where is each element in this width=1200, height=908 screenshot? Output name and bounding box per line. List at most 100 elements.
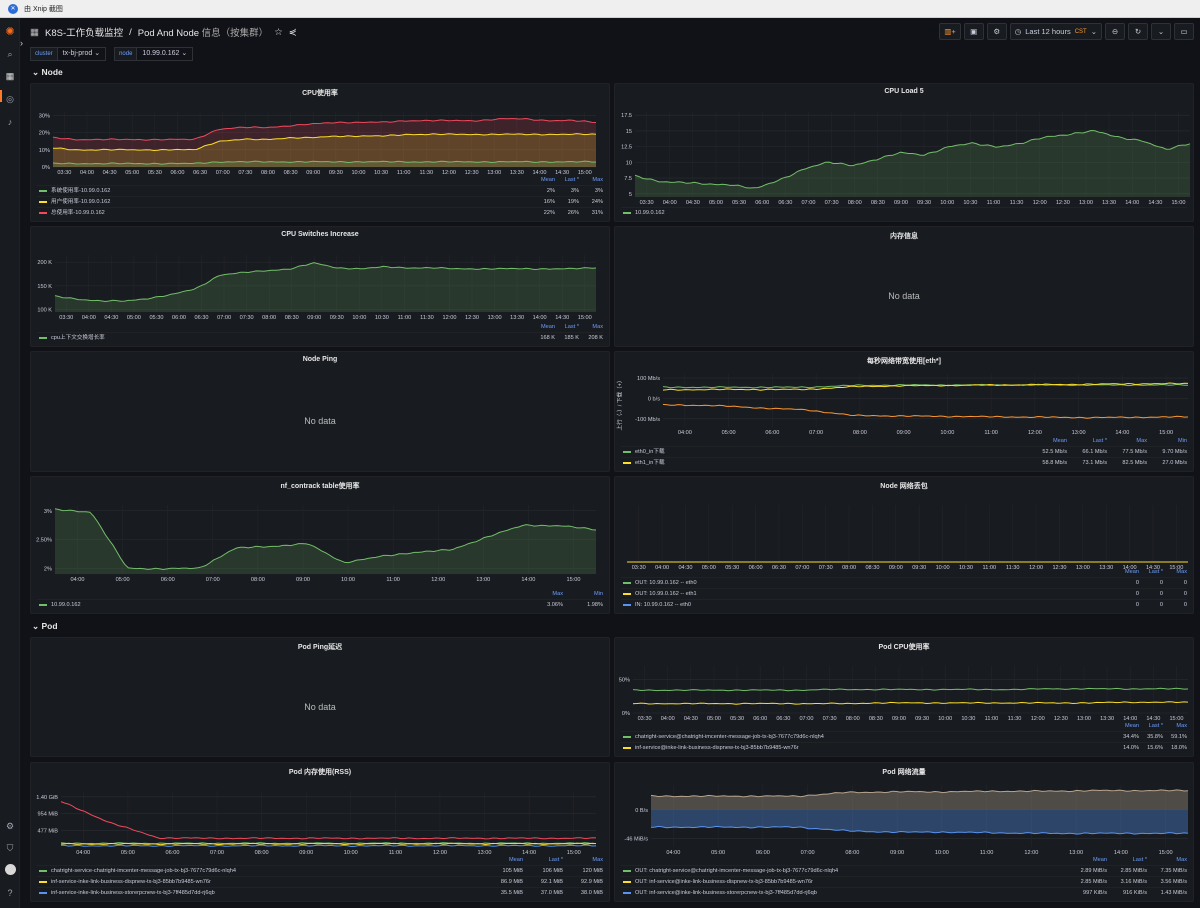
legend-column-header[interactable]: Mean [509, 857, 523, 863]
legend-column-header[interactable]: Max [592, 857, 603, 863]
chart-net-drop[interactable]: 03:30 04:00 04:30 05:00 05:30 06:00 06:30 07:00… [615, 477, 1193, 613]
legend-column-header[interactable]: Mean [1125, 569, 1139, 575]
refresh-icon[interactable]: ↻ [1128, 23, 1148, 40]
panel-network-drop[interactable]: Node 网络丢包 03:30 04:00 04:30 05:00 05:30 06:00… [614, 476, 1194, 614]
legend-series-name[interactable]: 10.99.0.162 [51, 601, 81, 608]
save-icon[interactable]: ▣ [963, 23, 984, 40]
sidebar-expand-chevron-icon[interactable]: › [20, 38, 23, 48]
panel-title[interactable]: Node Ping [302, 356, 338, 363]
tv-mode-icon[interactable]: ▭ [1174, 23, 1194, 40]
legend-series-name[interactable]: chatright-service-chatright-imcenter-mes… [51, 867, 236, 874]
series-line[interactable] [54, 508, 597, 571]
legend-row[interactable]: OUT: inf-service@inke-link-business-disp… [621, 876, 1187, 887]
legend-column-header[interactable]: Last * [548, 857, 563, 863]
legend-row[interactable]: cpu上下文交换增长率 168 K 185 K 208 K [37, 332, 603, 343]
series-line[interactable] [650, 825, 1189, 835]
legend-column-header[interactable]: Last * [564, 177, 579, 183]
series-line[interactable] [634, 129, 1191, 189]
row-node[interactable]: ⌄ Node [32, 67, 63, 77]
legend-row[interactable]: OUT: 10.99.0.162 -- eth0 0 0 0 [621, 577, 1187, 588]
legend-row[interactable]: 10.99.0.162 [621, 207, 1187, 218]
legend-column-header[interactable]: Last * [1148, 723, 1163, 729]
legend-column-header[interactable]: Last * [1132, 857, 1147, 863]
legend-row[interactable]: inf-service-inke-link-business-storerpcn… [37, 887, 603, 898]
legend-column-header[interactable]: Max [552, 591, 563, 597]
series-line[interactable] [60, 844, 597, 848]
row-pod[interactable]: ⌄ Pod [32, 621, 58, 631]
panel-cpu-usage[interactable]: CPU使用率 0% 10% 20% 30% 03:30 04:00 04:30 05:00 05… [30, 83, 610, 222]
legend-series-name[interactable]: chatright-service@chatright-imcenter-mes… [635, 733, 824, 740]
chart-pod-mem[interactable]: 477 MiB 954 MiB 1.40 GiB 04:00 05:00 06:00 07:… [31, 763, 609, 901]
panel-title[interactable]: Pod 内存使用(RSS) [288, 769, 352, 776]
legend-column-header[interactable]: Max [1176, 569, 1187, 575]
legend-series-name[interactable]: 10.99.0.162 [635, 209, 665, 216]
legend-column-header[interactable]: Max [592, 177, 603, 183]
legend-column-header[interactable]: Last * [1148, 569, 1163, 575]
series-line[interactable] [632, 701, 1189, 705]
panel-cpu-switches[interactable]: CPU Switches Increase 100 K 150 K 200 K 03:… [30, 226, 610, 347]
legend-series-name[interactable]: OUT: inf-service@inke-link-business-stor… [635, 889, 817, 896]
legend-series-name[interactable]: inf-service@inke-link-business-dispnew-t… [635, 744, 799, 751]
series-line[interactable] [650, 789, 1189, 798]
legend-row[interactable]: IN: 10.99.0.162 -- eth0 0 0 0 [621, 599, 1187, 610]
legend-series-name[interactable]: OUT: inf-service@inke-link-business-disp… [635, 878, 813, 885]
panel-title[interactable]: Pod 网络流量 [882, 769, 926, 776]
legend-row[interactable]: OUT: chatright-service@chatright-imcente… [621, 865, 1187, 876]
series-line[interactable] [52, 117, 597, 141]
legend-column-header[interactable]: Min [593, 591, 603, 597]
folder-title[interactable]: K8S-工作负载监控 [44, 28, 124, 39]
legend-series-name[interactable]: inf-service-inke-link-business-dispnew-t… [51, 878, 211, 885]
panel-title[interactable]: CPU Load 5 [884, 88, 924, 95]
panel-title[interactable]: Pod Ping延迟 [297, 644, 343, 651]
legend-row[interactable]: 10.99.0.162 3.06% 1.98% [37, 599, 603, 610]
chart-net-bw[interactable]: -100 Mb/s 0 b/s 100 Mb/s 04:00 05:00 06:00 07:… [615, 352, 1193, 471]
legend-series-name[interactable]: 总使用率-10.99.0.162 [51, 209, 105, 216]
panel-title[interactable]: Pod CPU使用率 [878, 644, 930, 651]
legend-column-header[interactable]: Mean [541, 177, 555, 183]
refresh-interval-chevron-icon[interactable]: ⌄ [1151, 23, 1171, 40]
legend-column-header[interactable]: Mean [1125, 723, 1139, 729]
chart-cpu-switches[interactable]: 100 K 150 K 200 K 03:30 04:00 04:30 05:00 05:30… [31, 227, 609, 346]
gear-icon[interactable]: ⚙ [5, 821, 15, 831]
star-icon[interactable]: ☆ [274, 26, 283, 38]
share-icon[interactable]: ⋞ [288, 26, 297, 38]
legend-column-header[interactable]: Last * [1092, 438, 1107, 444]
legend-column-header[interactable]: Mean [541, 324, 555, 330]
chart-conntrack[interactable]: 2% 2.50% 3% 04:00 05:00 06:00 07:00 08:00 09:00 1… [31, 477, 609, 613]
legend-row[interactable]: chatright-service@chatright-imcenter-mes… [621, 731, 1187, 742]
legend-column-header[interactable]: Max [1136, 438, 1147, 444]
shield-icon[interactable]: ⛉ [6, 843, 14, 853]
panel-pod-network[interactable]: Pod 网络流量 -46 MiB/s 0 B/s 04:00 05:00 06:00 07… [614, 762, 1194, 902]
series-line[interactable] [632, 687, 1189, 692]
series-line[interactable] [662, 382, 1189, 391]
legend-row[interactable]: eth1_in下载 58.8 Mb/s 73.1 Mb/s 82.5 Mb/s 27.0… [621, 457, 1187, 468]
dashboards-icon[interactable]: ▦ [5, 71, 15, 81]
legend-column-header[interactable]: Last * [564, 324, 579, 330]
series-line[interactable] [52, 160, 597, 165]
cluster-select[interactable]: tx-bj-prod ⌄ [57, 47, 107, 61]
series-line[interactable] [662, 403, 1189, 419]
zoom-out-icon[interactable]: ⊖ [1105, 23, 1125, 40]
legend-series-name[interactable]: eth1_in下载 [635, 459, 665, 466]
series-line[interactable] [54, 262, 597, 303]
panel-title[interactable]: CPU使用率 [302, 90, 338, 97]
legend-row[interactable]: eth0_in下载 52.5 Mb/s 66.1 Mb/s 77.5 Mb/s 9.70… [621, 446, 1187, 457]
legend-series-name[interactable]: inf-service-inke-link-business-storerpcn… [51, 889, 215, 896]
legend-column-header[interactable]: Max [1176, 857, 1187, 863]
legend-row[interactable]: chatright-service-chatright-imcenter-mes… [37, 865, 603, 876]
panel-memory-info[interactable]: 内存信息 No data [614, 226, 1194, 347]
series-line[interactable] [60, 842, 597, 846]
panel-conntrack[interactable]: nf_contrack table使用率 2% 2.50% 3% 04:00 05:00… [30, 476, 610, 614]
legend-column-header[interactable]: Min [1177, 438, 1187, 444]
panel-pod-ping[interactable]: Pod Ping延迟 No data [30, 637, 610, 757]
legend-row[interactable]: 总使用率-10.99.0.162 22% 26% 31% [37, 207, 603, 218]
legend-series-name[interactable]: OUT: 10.99.0.162 -- eth0 [635, 579, 697, 586]
chart-cpu-load[interactable]: 5 7.5 10 12.5 15 17.5 03:30 04:00 04:30 05:00 05:3… [615, 84, 1193, 221]
series-line[interactable] [662, 383, 1189, 389]
legend-column-header[interactable]: Mean [1093, 857, 1107, 863]
avatar[interactable] [5, 864, 16, 875]
legend-row[interactable]: inf-service-inke-link-business-dispnew-t… [37, 876, 603, 887]
panel-title[interactable]: CPU Switches Increase [281, 231, 359, 238]
legend-row[interactable]: OUT: inf-service@inke-link-business-stor… [621, 887, 1187, 898]
legend-row[interactable]: 系统使用率-10.99.0.162 2% 3% 3% [37, 185, 603, 196]
